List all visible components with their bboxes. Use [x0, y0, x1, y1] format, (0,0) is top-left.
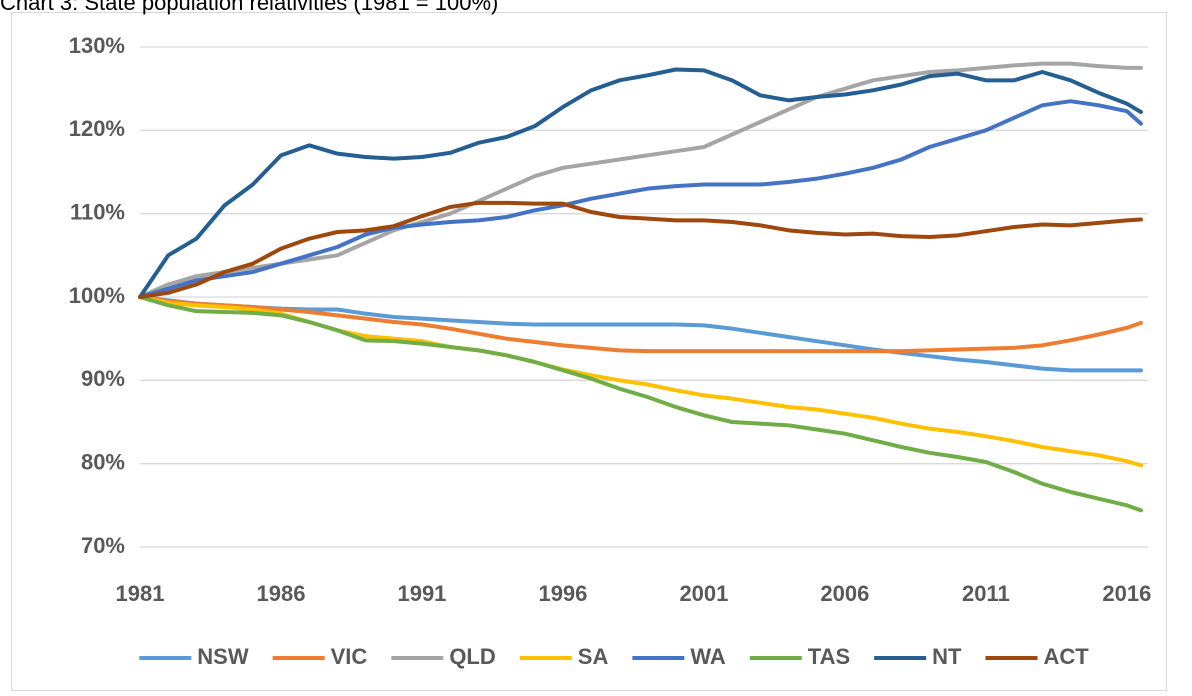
- x-tick-label: 2016: [1102, 581, 1151, 606]
- legend-label: NT: [932, 644, 962, 669]
- x-tick-label: 1981: [116, 581, 165, 606]
- legend-label: NSW: [197, 644, 249, 669]
- x-tick-label: 1991: [397, 581, 446, 606]
- chart-title: Chart 3: State population relativities (…: [0, 0, 498, 15]
- line-series: [138, 295, 1143, 373]
- legend-label: SA: [578, 644, 609, 669]
- legend-label: WA: [690, 644, 726, 669]
- y-tick-label: 100%: [69, 283, 125, 308]
- legend-label: QLD: [449, 644, 495, 669]
- y-tick-label: 130%: [69, 33, 125, 58]
- y-tick-label: 110%: [70, 199, 125, 224]
- x-tick-label: 2006: [820, 581, 869, 606]
- line-series: [138, 61, 1143, 299]
- y-tick-label: 80%: [81, 449, 125, 474]
- line-series: [138, 295, 1143, 513]
- y-tick-label: 90%: [81, 366, 125, 391]
- x-tick-label: 1996: [538, 581, 587, 606]
- line-series: [138, 99, 1143, 299]
- line-series: [138, 295, 1143, 354]
- legend-label: VIC: [331, 644, 368, 669]
- legend-label: TAS: [808, 644, 850, 669]
- x-tick-label: 2001: [679, 581, 728, 606]
- line-series: [138, 67, 1143, 299]
- y-tick-label: 70%: [81, 533, 125, 558]
- line-series: [138, 200, 1143, 299]
- y-tick-label: 120%: [69, 116, 125, 141]
- x-tick-label: 2011: [962, 581, 1010, 606]
- legend-label: ACT: [1043, 644, 1089, 669]
- chart-border: [11, 12, 1167, 691]
- x-tick-label: 1986: [257, 581, 306, 606]
